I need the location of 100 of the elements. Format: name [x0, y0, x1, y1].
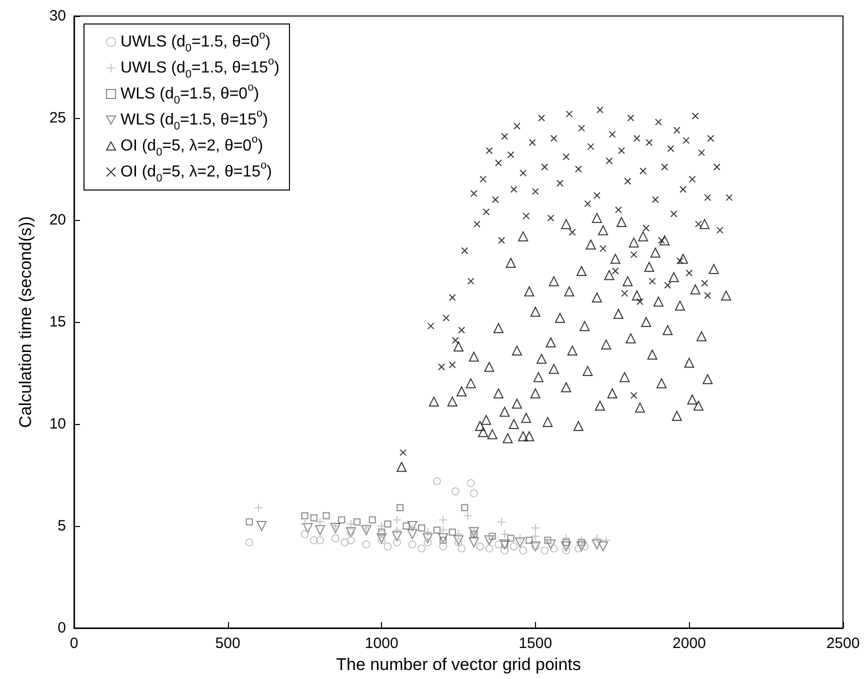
point: [500, 546, 509, 554]
point: [331, 534, 340, 542]
point: [592, 539, 602, 550]
point: [254, 503, 264, 512]
point: [378, 528, 386, 536]
point: [310, 514, 318, 522]
point: [316, 536, 324, 544]
point: [378, 536, 386, 544]
point: [562, 534, 571, 543]
point: [424, 532, 432, 540]
y-tick-label: 20: [49, 212, 66, 228]
x-tick-label: 1000: [364, 635, 398, 652]
point: [301, 512, 308, 520]
point: [454, 538, 462, 546]
point: [322, 512, 330, 520]
point: [392, 526, 402, 535]
point: [576, 541, 587, 552]
point: [463, 511, 472, 520]
point: [544, 536, 552, 544]
point: [346, 536, 355, 544]
point: [500, 530, 510, 539]
point: [402, 522, 410, 530]
point: [485, 544, 494, 552]
point: [507, 534, 514, 542]
point: [516, 534, 525, 543]
point: [577, 536, 586, 545]
point: [396, 504, 404, 512]
point: [302, 523, 313, 534]
point: [550, 544, 558, 552]
point: [407, 529, 418, 540]
point: [418, 524, 426, 532]
point: [346, 519, 356, 528]
point: [497, 517, 506, 526]
point: [592, 534, 602, 543]
point: [468, 537, 479, 548]
point: [488, 532, 496, 540]
point: [256, 521, 267, 531]
y-tick-label: 15: [49, 314, 66, 330]
point: [458, 544, 466, 552]
point: [540, 546, 549, 554]
point: [530, 532, 540, 541]
point: [461, 504, 468, 512]
point: [574, 544, 582, 552]
point: [315, 525, 326, 536]
point: [470, 489, 478, 498]
point: [392, 515, 402, 524]
point: [578, 538, 586, 546]
y-tick-label: 30: [49, 8, 66, 24]
x-axis-title: The number of vector grid points: [336, 654, 581, 674]
point: [439, 542, 448, 550]
point: [300, 519, 310, 528]
x-tick-label: 2000: [672, 635, 706, 652]
point: [246, 518, 253, 526]
point: [438, 526, 448, 535]
point: [408, 540, 416, 548]
point: [418, 544, 426, 552]
point: [368, 516, 376, 524]
point: [378, 530, 386, 538]
point: [362, 540, 370, 548]
y-tick-label: 5: [58, 518, 66, 534]
x-tick-label: 1500: [518, 635, 552, 652]
point: [510, 542, 518, 550]
point: [384, 520, 392, 528]
point: [494, 540, 502, 548]
point: [300, 530, 309, 538]
point: [408, 524, 417, 533]
y-tick-label: 25: [49, 110, 66, 126]
point: [448, 528, 456, 536]
point: [484, 532, 494, 541]
point: [546, 539, 556, 550]
point: [546, 536, 556, 545]
point: [422, 533, 433, 544]
point: [377, 522, 386, 530]
point: [561, 541, 572, 552]
point: [392, 531, 402, 542]
point: [245, 538, 254, 546]
point: [451, 487, 460, 496]
point: [330, 522, 340, 530]
point: [530, 524, 540, 533]
point: [466, 479, 475, 488]
point: [433, 526, 440, 534]
point: [454, 535, 464, 546]
point: [384, 542, 392, 550]
point: [562, 538, 570, 546]
point: [562, 546, 570, 554]
point: [361, 525, 372, 536]
point: [438, 533, 448, 544]
point: [602, 536, 611, 545]
point: [392, 538, 401, 546]
point: [519, 546, 528, 554]
point: [438, 515, 448, 524]
point: [423, 528, 432, 537]
y-tick-label: 10: [49, 416, 66, 432]
x-tick-label: 0: [70, 635, 78, 652]
point: [330, 523, 340, 534]
point: [362, 524, 371, 533]
point: [580, 542, 589, 550]
y-axis-title: Calculation time (second(s)): [16, 216, 35, 428]
point: [454, 530, 463, 539]
point: [353, 518, 360, 526]
